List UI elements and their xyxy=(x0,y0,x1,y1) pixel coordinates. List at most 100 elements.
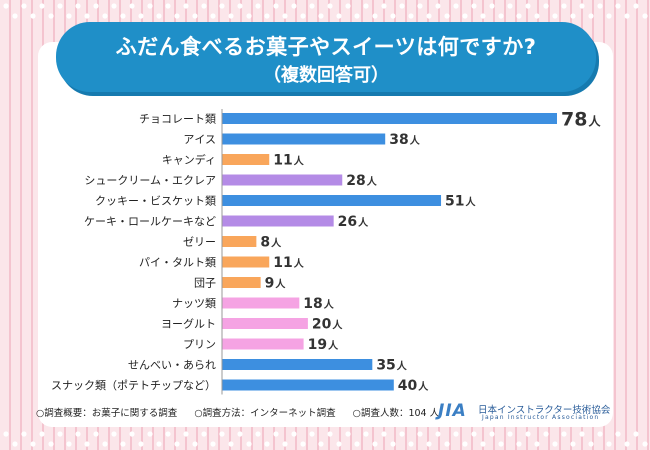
border-dot xyxy=(75,3,81,9)
border-dot xyxy=(156,13,162,19)
border-dot xyxy=(255,3,261,9)
border-dot xyxy=(453,3,459,9)
survey-overview: ○調査概要：お菓子に関する調査 xyxy=(36,408,178,419)
value-label: 19人 xyxy=(308,337,339,353)
logo-name-jp: 日本インストラクター技術協会 xyxy=(478,405,611,416)
border-dot xyxy=(462,13,468,19)
value-label: 28人 xyxy=(346,173,377,189)
border-dot xyxy=(210,13,216,19)
border-dot xyxy=(264,441,270,447)
category-label: シュークリーム・エクレア xyxy=(84,174,216,187)
category-label: プリン xyxy=(183,338,216,351)
border-dot xyxy=(183,431,189,437)
border-dot xyxy=(534,13,540,19)
bar xyxy=(222,113,557,124)
border-dot xyxy=(426,441,432,447)
value-label: 26人 xyxy=(338,214,369,230)
border-dot xyxy=(588,441,594,447)
border-dot xyxy=(129,431,135,437)
border-dot xyxy=(417,3,423,9)
border-dot xyxy=(48,441,54,447)
border-dot xyxy=(525,3,531,9)
chart-title: ふだん食べるお菓子やスイーツは何ですか? xyxy=(115,35,537,59)
bar xyxy=(222,379,394,391)
border-dot xyxy=(210,441,216,447)
value-label: 9人 xyxy=(265,276,287,292)
value-label: 51人 xyxy=(445,194,476,210)
category-label: スナック類（ポテトチップなど） xyxy=(51,379,216,392)
border-dot xyxy=(291,431,297,437)
border-dot xyxy=(480,13,486,19)
border-dot xyxy=(372,441,378,447)
border-dot xyxy=(633,3,639,9)
border-dot xyxy=(444,441,450,447)
bar xyxy=(222,338,304,350)
border-dot xyxy=(237,3,243,9)
border-dot xyxy=(300,13,306,19)
value-label: 78人 xyxy=(561,109,601,131)
border-dot xyxy=(561,431,567,437)
value-label: 11人 xyxy=(273,153,304,169)
border-dot xyxy=(345,3,351,9)
border-dot xyxy=(345,431,351,437)
border-dot xyxy=(606,13,612,19)
border-dot xyxy=(507,3,513,9)
border-dot xyxy=(408,441,414,447)
border-dot xyxy=(165,3,171,9)
border-dot xyxy=(633,431,639,437)
bar xyxy=(222,195,442,206)
border-dot xyxy=(354,441,360,447)
border-dot xyxy=(57,3,63,9)
category-label: クッキー・ビスケット類 xyxy=(95,195,216,208)
border-dot xyxy=(156,441,162,447)
border-dot xyxy=(66,441,72,447)
border-dot xyxy=(390,441,396,447)
border-dot xyxy=(363,431,369,437)
border-dot xyxy=(273,431,279,437)
border-dot xyxy=(381,3,387,9)
border-dot xyxy=(336,13,342,19)
category-label: チョコレート類 xyxy=(139,113,216,126)
border-dot xyxy=(129,3,135,9)
border-dot xyxy=(570,13,576,19)
border-dot xyxy=(363,3,369,9)
border-dot xyxy=(102,13,108,19)
category-label: せんべい・あられ xyxy=(128,359,216,372)
border-dot xyxy=(309,3,315,9)
border-dot xyxy=(381,431,387,437)
border-dot xyxy=(192,441,198,447)
border-dot xyxy=(201,3,207,9)
border-dot xyxy=(597,431,603,437)
border-dot xyxy=(354,13,360,19)
category-label: 団子 xyxy=(194,277,216,290)
bar xyxy=(222,277,261,288)
border-dot xyxy=(30,441,36,447)
border-dot xyxy=(543,431,549,437)
border-dot xyxy=(561,3,567,9)
bar xyxy=(222,359,373,370)
border-dot xyxy=(588,13,594,19)
border-dot xyxy=(444,13,450,19)
border-dot xyxy=(318,441,324,447)
border-dot xyxy=(147,3,153,9)
logo-name-en: Japan Instructor Association xyxy=(482,414,600,421)
value-label: 11人 xyxy=(273,255,304,271)
border-dot xyxy=(174,441,180,447)
bar xyxy=(222,297,300,309)
border-dot xyxy=(66,13,72,19)
border-dot xyxy=(237,431,243,437)
border-dot xyxy=(183,3,189,9)
border-dot xyxy=(615,3,621,9)
bar xyxy=(222,256,270,268)
bar xyxy=(222,236,257,247)
category-label: ナッツ類 xyxy=(172,297,216,310)
border-dot xyxy=(246,441,252,447)
border-dot xyxy=(435,431,441,437)
border-dot xyxy=(39,431,45,437)
border-dot xyxy=(471,3,477,9)
border-dot xyxy=(426,13,432,19)
category-label: アイス xyxy=(183,133,216,146)
border-dot xyxy=(327,431,333,437)
border-dot xyxy=(453,431,459,437)
border-dot xyxy=(489,3,495,9)
